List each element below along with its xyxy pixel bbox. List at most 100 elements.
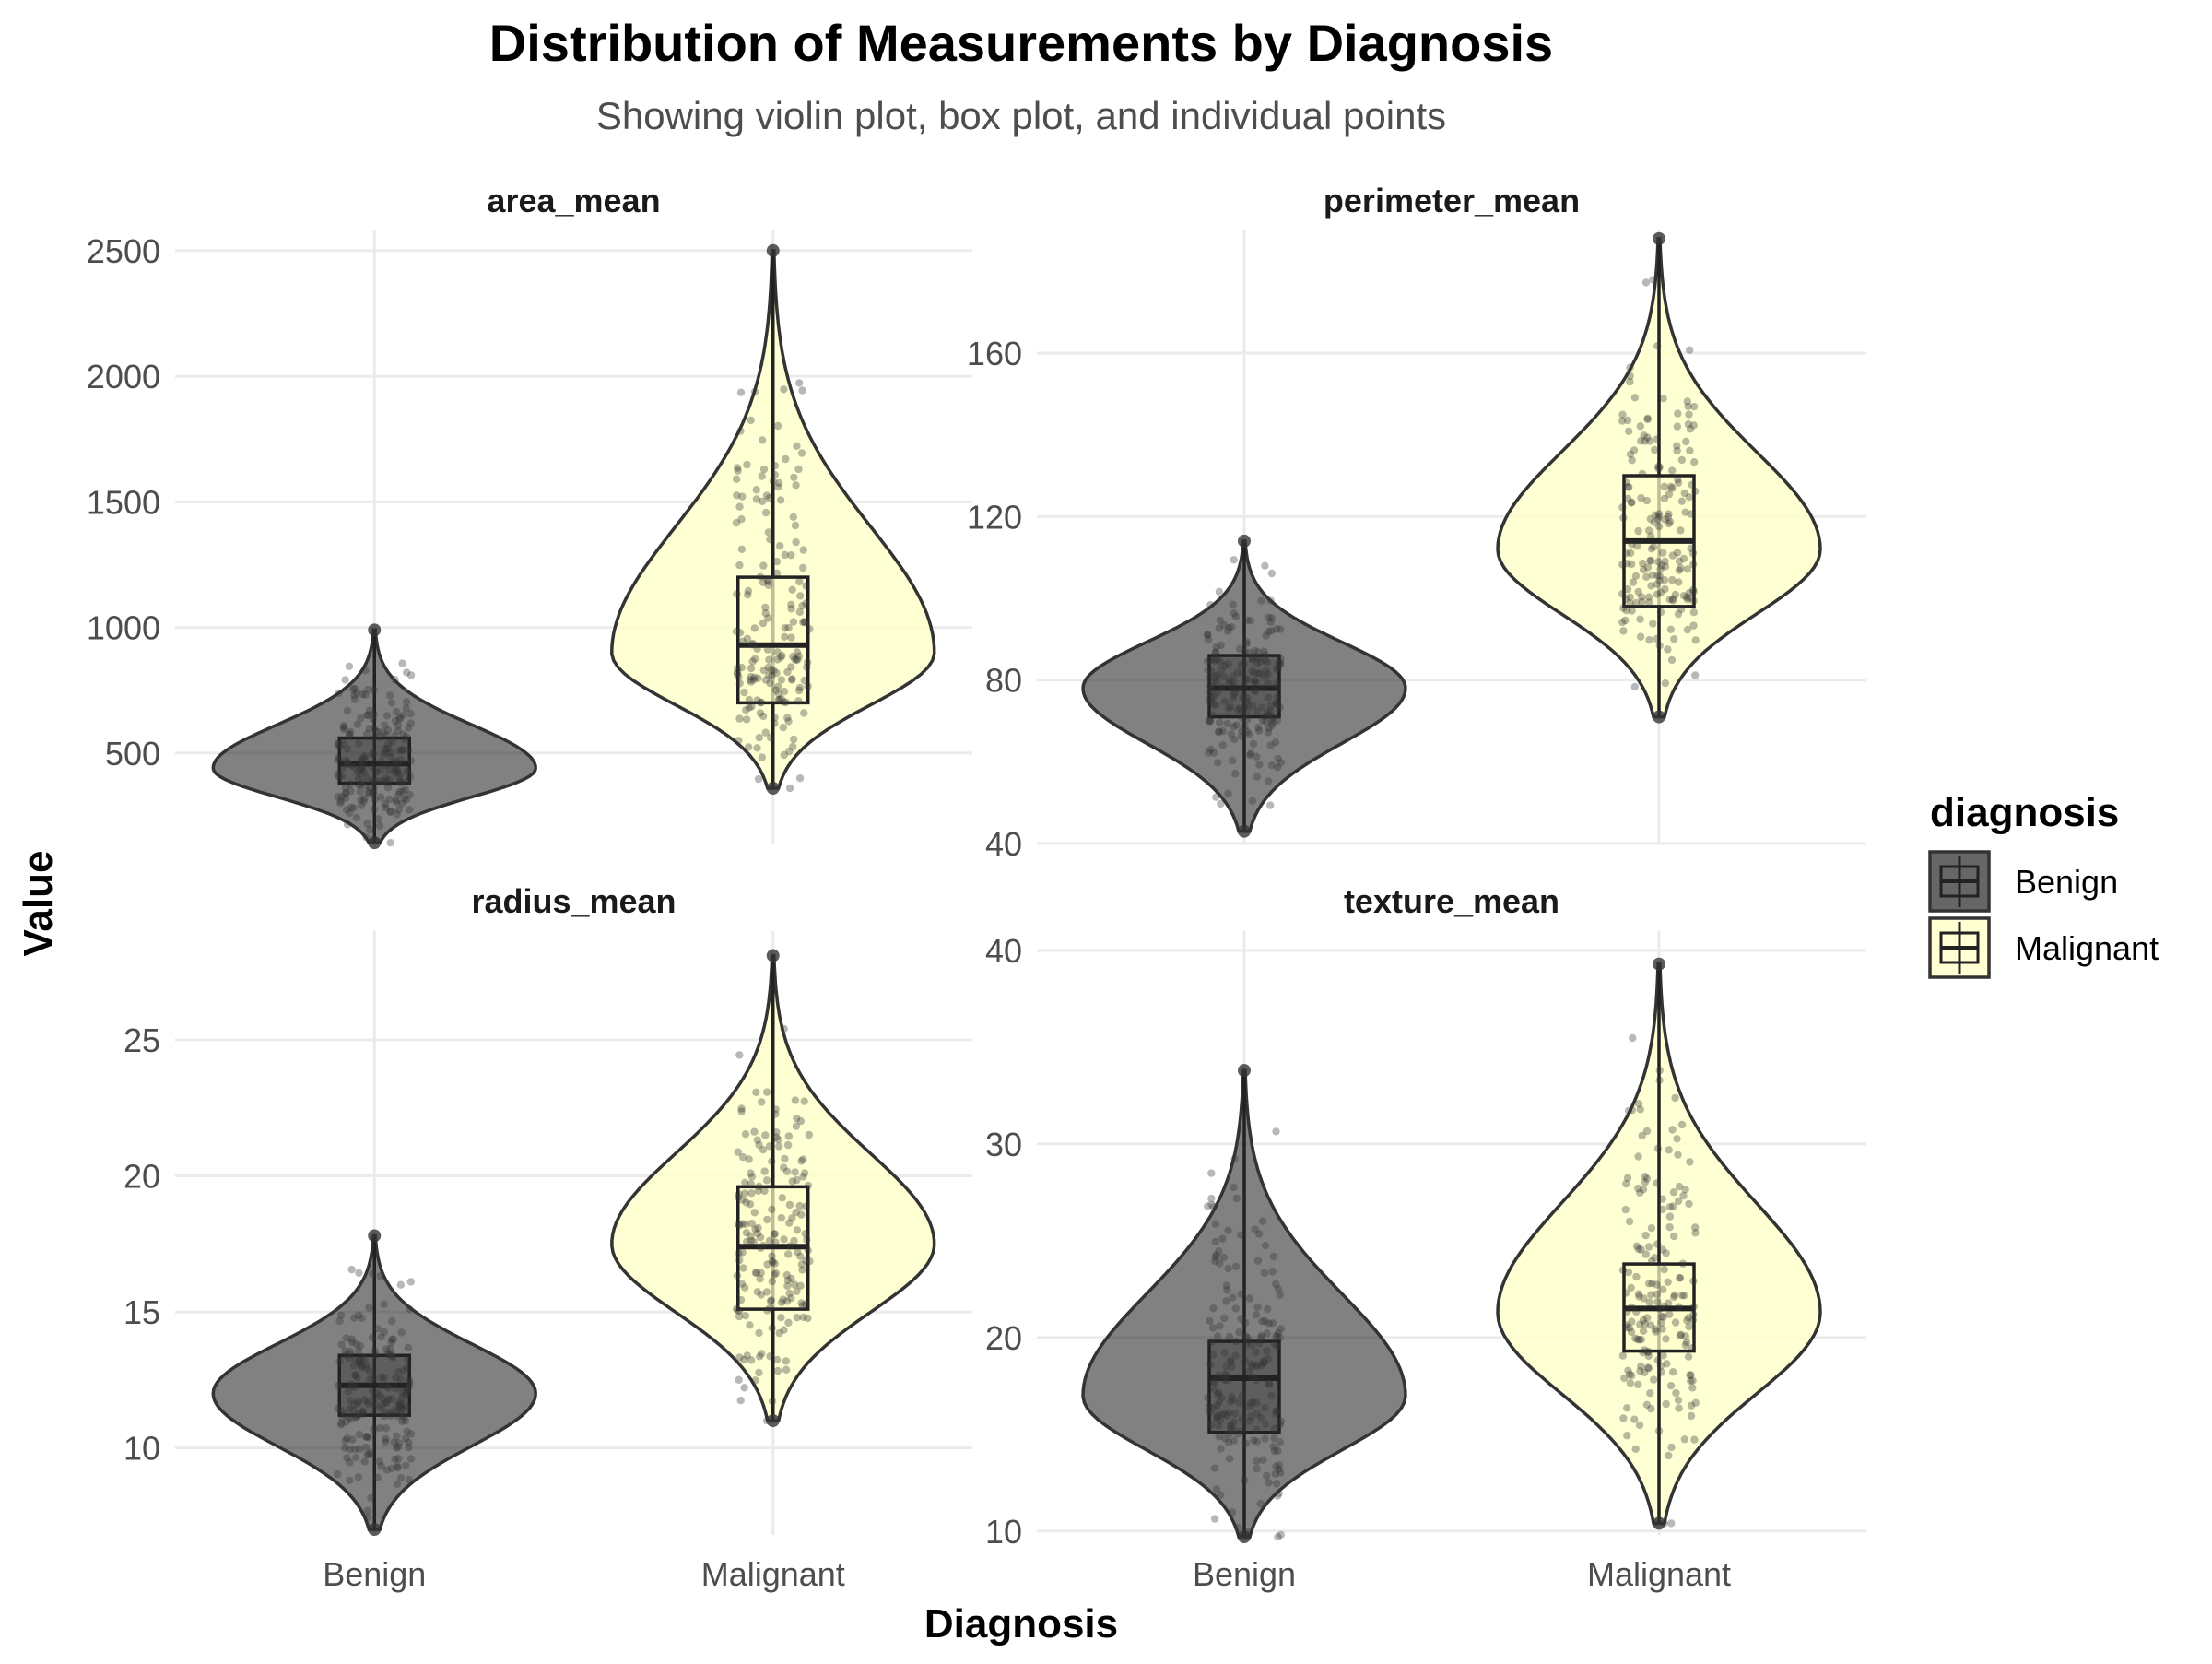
data-point [354,774,362,783]
data-point [1640,1294,1648,1303]
data-point [357,756,365,764]
data-point [1665,596,1674,604]
data-point [1254,723,1263,732]
data-point [771,719,779,727]
data-point [1664,513,1673,522]
data-point [1674,409,1682,418]
data-point [1273,625,1281,633]
data-point [399,1400,407,1409]
data-point [749,676,759,684]
data-point [1622,1179,1630,1188]
facet-label: area_mean [487,182,660,219]
data-point [1263,1347,1271,1355]
data-point [395,713,405,722]
data-point [1631,1445,1640,1454]
data-point [1219,672,1228,680]
data-point [748,639,757,648]
data-point [391,1385,400,1393]
data-point [1641,1320,1650,1328]
data-point [387,753,395,761]
data-point [785,747,794,756]
y-tick-label: 2500 [87,232,160,270]
data-point [382,1466,392,1474]
data-point [1206,1408,1215,1417]
data-point [388,1351,396,1361]
data-point [347,1265,356,1274]
data-point [1686,346,1694,354]
data-point [1665,1310,1674,1318]
data-point [1277,1325,1286,1333]
outlier-point [1238,1530,1251,1544]
data-point [1662,1399,1670,1409]
data-point [747,416,755,425]
data-point [794,1247,802,1257]
data-point [1268,718,1277,727]
data-point [795,577,804,586]
data-point [1647,1257,1656,1266]
data-point [379,728,388,737]
data-point [1241,1332,1250,1340]
data-point [358,765,366,773]
data-point [1639,1186,1648,1194]
data-point [1206,1316,1214,1326]
data-point [361,690,370,699]
data-point [1259,1359,1267,1368]
data-point [357,714,365,723]
data-point [1251,646,1259,655]
data-point [1275,1465,1283,1473]
data-point [1689,596,1698,605]
data-point [1206,717,1215,726]
data-point [781,550,789,560]
data-point [358,1352,366,1362]
data-point [1660,576,1669,584]
data-point [359,1407,368,1416]
data-point [1243,701,1253,709]
data-point [1263,709,1272,717]
data-point [1629,578,1638,586]
data-point [385,795,394,804]
data-point [1273,1342,1281,1351]
data-point [1685,492,1694,502]
data-point [1214,1411,1222,1420]
data-point [403,1403,411,1412]
data-point [1641,437,1650,445]
data-point [779,1295,787,1304]
data-point [1665,1223,1674,1232]
data-point [386,808,394,816]
data-point [785,1242,794,1250]
y-tick-label: 500 [105,735,160,773]
data-point [404,1343,413,1352]
data-point [1252,1348,1260,1357]
data-point [792,481,800,490]
data-point [788,585,796,594]
data-point [1214,1422,1223,1430]
data-point [1262,717,1270,726]
data-point [781,1154,789,1163]
data-point [1228,623,1236,631]
data-point [345,1413,354,1422]
data-point [1214,688,1222,697]
data-point [803,1235,811,1245]
data-point [737,663,746,672]
data-point [1653,572,1662,580]
data-point [370,724,379,733]
data-point [1687,1371,1695,1379]
data-point [1641,278,1651,287]
data-point [1211,1237,1219,1246]
data-point [755,1140,763,1150]
data-point [747,1180,755,1188]
data-point [1688,1316,1698,1325]
data-point [405,724,413,732]
data-point [1662,1335,1670,1343]
data-point [394,1368,403,1376]
data-point [406,790,414,799]
data-point [334,1469,342,1479]
outlier-point [1653,1516,1665,1530]
data-point [1209,1304,1218,1313]
data-point [405,1378,414,1387]
data-point [758,436,767,444]
data-point [761,1131,770,1139]
data-point [1665,1146,1673,1154]
data-point [341,784,350,792]
